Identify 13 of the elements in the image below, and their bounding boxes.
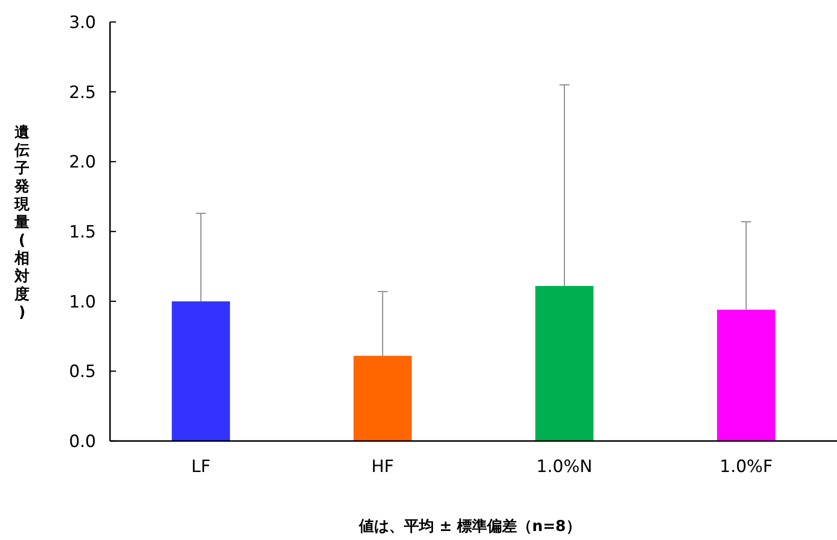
x-tick-label: 1.0%N bbox=[536, 457, 592, 477]
x-tick-label: HF bbox=[371, 457, 394, 477]
text: 値は、平均 ± 標準偏差（n=8） bbox=[358, 517, 581, 535]
y-tick-label: 3.0 bbox=[68, 13, 96, 33]
x-tick-label: 1.0%F bbox=[720, 457, 773, 477]
y-tick-label: 1.0 bbox=[68, 292, 96, 312]
x-tick-label: LF bbox=[191, 457, 210, 477]
y-tick-label: 0.0 bbox=[68, 432, 96, 452]
y-tick-label: 2.5 bbox=[68, 82, 96, 103]
y-axis-title: 遺伝子発現量(相対度) bbox=[14, 123, 30, 321]
y-tick-label: 1.5 bbox=[68, 222, 96, 242]
y-tick-label: 0.5 bbox=[68, 362, 96, 382]
y-tick-label: 2.0 bbox=[68, 152, 96, 173]
